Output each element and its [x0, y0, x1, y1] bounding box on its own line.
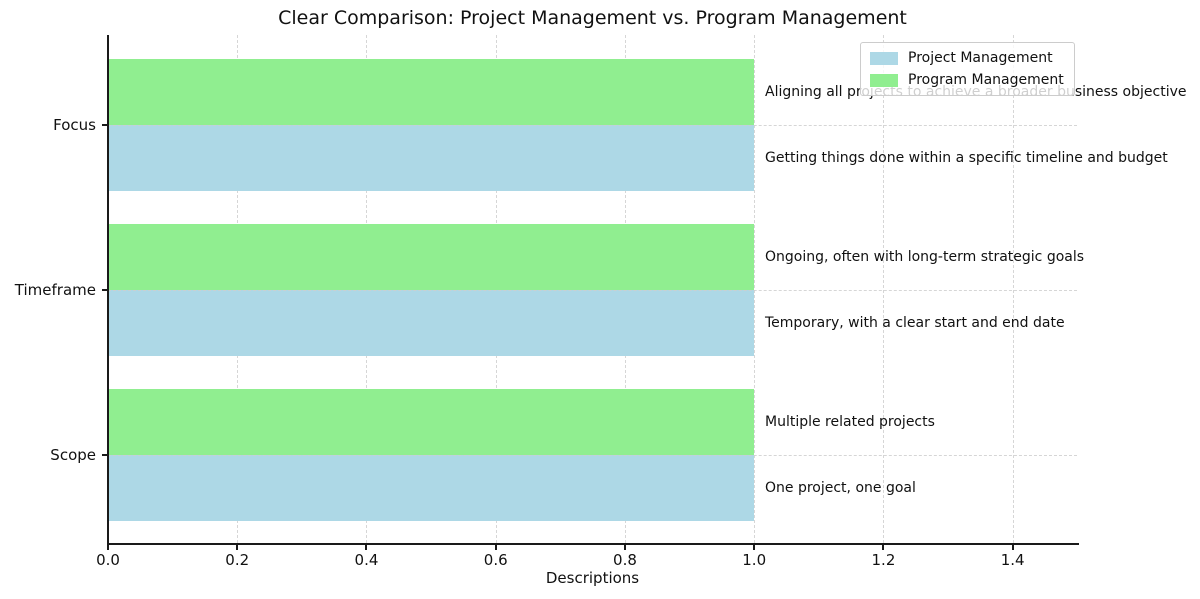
legend-entry: Project Management — [870, 50, 1064, 66]
legend-label: Program Management — [908, 72, 1064, 88]
legend: Project Management Program Management — [860, 42, 1075, 96]
bar-annotation: One project, one goal — [765, 480, 916, 496]
x-tick-mark — [1011, 545, 1014, 550]
horizontal-gridline — [108, 125, 1077, 126]
y-tick-label: Scope — [50, 446, 96, 464]
bar-scope-program — [109, 389, 755, 455]
y-tick-mark — [102, 124, 107, 126]
legend-label: Project Management — [908, 50, 1053, 66]
x-tick-mark — [753, 545, 756, 550]
x-axis-spine — [107, 543, 1079, 545]
bar-timeframe-program — [109, 224, 755, 290]
bar-scope-project — [109, 455, 755, 521]
bar-annotation: Multiple related projects — [765, 414, 935, 430]
x-tick-mark — [623, 545, 626, 550]
x-tick-mark — [365, 545, 368, 550]
x-tick-label: 0.4 — [354, 551, 379, 569]
x-tick-label: 0.2 — [225, 551, 250, 569]
x-tick-label: 0.8 — [613, 551, 637, 569]
legend-swatch-program — [870, 73, 898, 87]
horizontal-gridline — [108, 290, 1077, 291]
chart-title: Clear Comparison: Project Management vs.… — [278, 7, 907, 29]
bar-annotation: Getting things done within a specific ti… — [765, 150, 1168, 166]
bar-timeframe-project — [109, 290, 755, 356]
x-tick-label: 1.2 — [871, 551, 896, 569]
bar-annotation: Temporary, with a clear start and end da… — [765, 315, 1065, 331]
x-tick-label: 0.0 — [96, 551, 120, 569]
y-tick-label: Focus — [53, 116, 96, 134]
bar-annotation: Ongoing, often with long-term strategic … — [765, 249, 1085, 265]
x-tick-label: 0.6 — [483, 551, 508, 569]
x-tick-mark — [882, 545, 885, 550]
legend-entry: Program Management — [870, 72, 1064, 88]
y-tick-mark — [102, 454, 107, 456]
bar-focus-program — [109, 59, 755, 125]
vertical-gridline — [754, 35, 756, 543]
vertical-gridline — [883, 35, 885, 543]
y-axis-spine — [107, 35, 109, 545]
horizontal-gridline — [108, 455, 1077, 456]
x-tick-label: 1.4 — [1000, 551, 1025, 569]
x-axis-label: Descriptions — [545, 569, 640, 587]
y-tick-label: Timeframe — [14, 281, 96, 299]
legend-swatch-project — [870, 51, 898, 65]
x-tick-mark — [107, 545, 109, 550]
vertical-gridline — [1012, 35, 1014, 543]
x-tick-mark — [236, 545, 239, 550]
x-tick-label: 1.0 — [742, 551, 767, 569]
x-tick-mark — [494, 545, 497, 550]
bar-focus-project — [109, 125, 755, 191]
y-tick-mark — [102, 289, 107, 291]
